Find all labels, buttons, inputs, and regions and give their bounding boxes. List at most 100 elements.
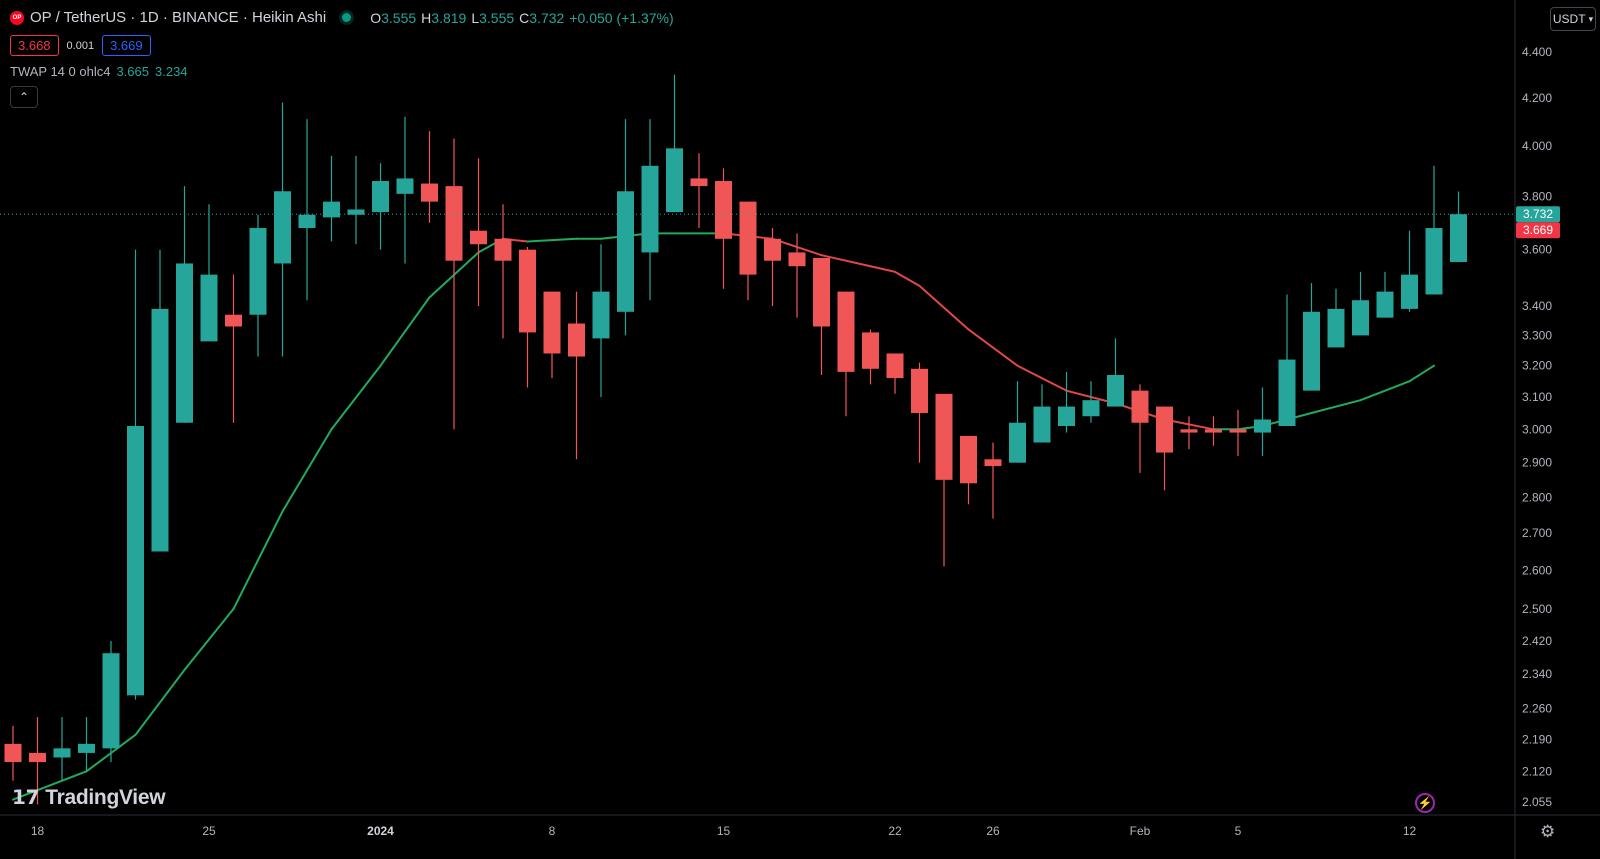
time-tick-label: 25 xyxy=(202,824,216,838)
chevron-up-icon: ⌃ xyxy=(18,90,30,104)
currency-select[interactable]: USDT ▾ xyxy=(1550,7,1596,31)
candle-body xyxy=(1229,429,1247,433)
candle-body xyxy=(813,257,830,327)
price-tick-label: 4.400 xyxy=(1522,45,1552,59)
candle-body xyxy=(862,332,879,369)
candle-body xyxy=(421,183,438,202)
candle-body xyxy=(690,178,708,187)
candle-body xyxy=(29,752,46,763)
price-tick-label: 2.800 xyxy=(1522,490,1552,504)
candle-body xyxy=(470,230,487,245)
op-token-icon: OP xyxy=(10,10,24,25)
candle-body xyxy=(1107,374,1124,407)
candle-body xyxy=(396,178,414,194)
price-tick-label: 2.700 xyxy=(1522,526,1552,540)
candle-body xyxy=(519,249,536,333)
price-tick-label: 2.120 xyxy=(1522,764,1552,778)
price-tick-label: 3.300 xyxy=(1522,328,1552,342)
tradingview-logo[interactable]: 𝟭𝟳 TradingView xyxy=(12,785,166,810)
price-tick-label: 4.000 xyxy=(1522,139,1552,153)
candle-body xyxy=(1425,228,1443,295)
time-tick-label: 8 xyxy=(549,824,556,838)
twap-segment xyxy=(1359,380,1411,402)
open-label: O xyxy=(370,9,382,26)
price-tick-label: 3.400 xyxy=(1522,299,1552,313)
bid-ask-row: 3.668 0.001 3.669 xyxy=(10,35,159,56)
buy-price-button[interactable]: 3.669 xyxy=(102,35,151,56)
twap-segment xyxy=(1408,364,1435,383)
market-status-icon[interactable] xyxy=(342,13,352,22)
candles xyxy=(4,74,1467,805)
symbol-legend: OP OP / TetherUS · 1D · BINANCE · Heikin… xyxy=(10,9,674,26)
time-tick-label: 12 xyxy=(1403,824,1417,838)
symbol-title[interactable]: OP / TetherUS · 1D · BINANCE · Heikin As… xyxy=(30,9,327,26)
candle-body xyxy=(911,368,928,414)
twap-segment xyxy=(1310,399,1362,415)
tradingview-logo-text: TradingView xyxy=(45,785,166,809)
candle-body xyxy=(323,201,340,218)
price-tick-label: 2.055 xyxy=(1522,795,1552,809)
candle-body xyxy=(568,323,585,357)
candle-body xyxy=(837,291,855,372)
candle-body xyxy=(53,748,71,758)
candle-body xyxy=(1401,274,1418,309)
candle-body xyxy=(1009,422,1026,463)
price-axis[interactable]: 2.055 2.120 2.190 2.260 2.340 2.420 2.500 2.600… xyxy=(1514,0,1552,859)
open-value: 3.555 xyxy=(381,9,417,26)
twap-segment xyxy=(12,770,88,801)
indicator-legend[interactable]: TWAP 14 0 ohlc4 3.665 3.234 xyxy=(10,64,194,79)
candle-body xyxy=(886,353,904,379)
candle-body xyxy=(739,201,757,275)
candle-body xyxy=(372,180,389,213)
candle-body xyxy=(543,291,561,354)
candle-body xyxy=(1303,311,1320,391)
twap-segment xyxy=(967,328,1019,367)
price-tick-label: 2.190 xyxy=(1522,732,1552,746)
twap-segment xyxy=(894,270,921,287)
candle-body xyxy=(1058,406,1075,427)
twap-segment xyxy=(232,510,284,610)
time-tick-label: Feb xyxy=(1130,824,1151,838)
candle-body xyxy=(1278,359,1296,427)
candle-body xyxy=(1156,406,1173,453)
last-price-label: 3.732 xyxy=(1523,207,1553,221)
price-tick-label: 2.900 xyxy=(1522,456,1552,470)
candle-body xyxy=(592,291,610,339)
time-tick-label: 15 xyxy=(717,824,731,838)
collapse-legend-button[interactable]: ⌃ xyxy=(10,86,38,108)
price-labels: 3.732 3.669 xyxy=(0,206,1560,239)
indicator-name[interactable]: TWAP 14 0 ohlc4 xyxy=(10,64,111,79)
candle-body xyxy=(666,148,683,213)
lightning-icon[interactable]: ⚡ xyxy=(1415,793,1435,813)
time-tick-label: 26 xyxy=(986,824,1000,838)
candle-body xyxy=(1254,419,1271,433)
gear-icon[interactable]: ⚙ xyxy=(1540,822,1556,841)
candle-body xyxy=(1450,214,1467,263)
time-tick-label: 18 xyxy=(31,824,45,838)
candle-body xyxy=(151,308,169,552)
price-tick-label: 3.800 xyxy=(1522,189,1552,203)
time-tick-label: 5 xyxy=(1235,824,1242,838)
candle-body xyxy=(935,393,953,480)
high-value: 3.819 xyxy=(431,9,467,26)
time-tick-label: 22 xyxy=(888,824,902,838)
chevron-down-icon: ▾ xyxy=(1588,13,1594,24)
twap-segment xyxy=(281,428,333,513)
price-tick-label: 2.260 xyxy=(1522,701,1552,715)
close-value: 3.732 xyxy=(529,9,565,26)
candle-body xyxy=(4,743,22,763)
candle-body xyxy=(78,743,95,753)
candle-body xyxy=(347,209,365,215)
sell-price-button[interactable]: 3.668 xyxy=(10,35,59,56)
candle-body xyxy=(102,653,120,749)
candle-body xyxy=(1180,429,1198,433)
candle-body xyxy=(494,238,512,261)
candle-body xyxy=(176,263,193,423)
price-tick-label: 2.340 xyxy=(1522,667,1552,681)
time-axis[interactable]: 18 25 2024 8 15 22 26 Feb 5 12 xyxy=(0,814,1600,838)
candle-body xyxy=(764,238,781,261)
twap-price-label: 3.669 xyxy=(1523,223,1553,237)
last-price-tag xyxy=(1516,206,1560,223)
price-tick-label: 3.600 xyxy=(1522,243,1552,257)
